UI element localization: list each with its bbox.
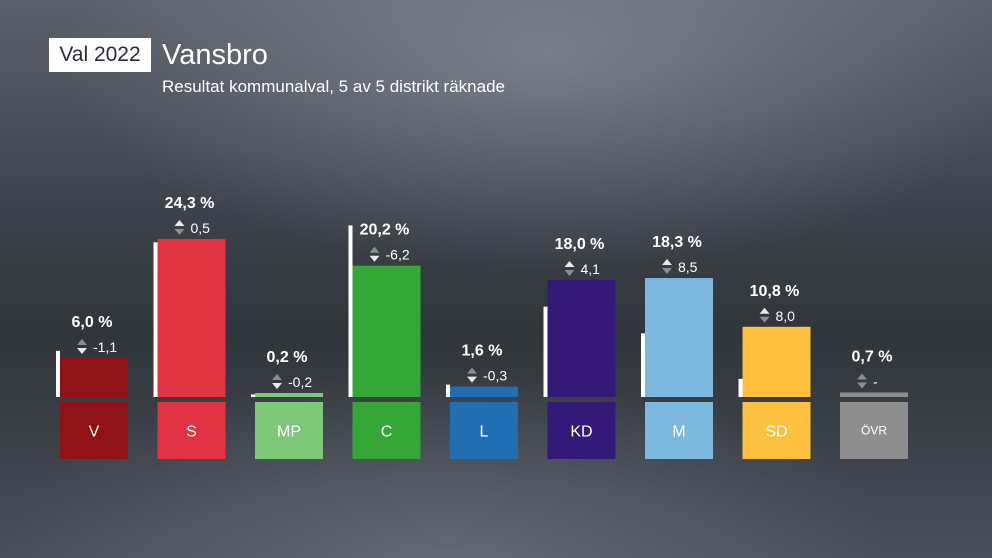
party-box-m — [645, 402, 713, 459]
change-label-m: 8,5 — [678, 259, 698, 275]
previous-bar-mp — [251, 394, 255, 397]
change-down-icon-kd — [564, 270, 575, 276]
bar-mp — [255, 393, 323, 397]
change-label-l: -0,3 — [483, 368, 507, 384]
party-label-c: C — [381, 424, 393, 441]
previous-bar-s — [153, 242, 158, 397]
party-label-v: V — [89, 424, 100, 441]
change-up-icon-c — [369, 246, 380, 253]
bar-l — [450, 386, 518, 397]
change-label-sd: 8,0 — [776, 308, 796, 324]
party-box-sd — [742, 402, 811, 459]
change-down-icon-l — [467, 376, 477, 383]
change-up-icon-ovr — [857, 373, 867, 380]
party-box-c — [352, 402, 421, 459]
value-label-v: 6,0 % — [72, 314, 113, 331]
value-label-c: 20,2 % — [360, 222, 410, 239]
page-subtitle: Resultat kommunalval, 5 av 5 distrikt rä… — [162, 77, 505, 96]
party-box-ovr — [840, 402, 908, 459]
change-up-icon-kd — [564, 261, 575, 267]
previous-bar-m — [641, 333, 645, 397]
value-label-ovr: 0,7 % — [852, 348, 893, 365]
party-label-s: S — [186, 424, 197, 441]
previous-bar-c — [348, 225, 353, 397]
change-down-icon-ovr — [857, 382, 867, 389]
election-tag: Val 2022 — [49, 38, 151, 72]
party-box-kd — [547, 402, 616, 459]
change-down-icon-c — [369, 255, 380, 262]
previous-bar-sd — [738, 378, 743, 397]
bar-m — [645, 278, 713, 397]
party-box-v — [60, 402, 128, 459]
change-down-icon-mp — [272, 383, 282, 389]
change-label-kd: 4,1 — [581, 261, 601, 277]
party-label-sd: SD — [765, 424, 787, 441]
bar-c — [352, 265, 421, 397]
change-label-c: -6,2 — [386, 247, 410, 263]
party-label-kd: KD — [570, 424, 592, 441]
value-label-sd: 10,8 % — [750, 283, 800, 300]
party-box-s — [157, 402, 226, 459]
party-label-m: M — [672, 424, 685, 441]
change-label-mp: -0,2 — [288, 374, 312, 390]
bar-ovr — [840, 392, 908, 397]
previous-bar-kd — [543, 306, 548, 397]
party-box-mp — [255, 402, 323, 459]
value-label-l: 1,6 % — [462, 343, 503, 360]
bar-v — [60, 358, 128, 397]
change-up-icon-sd — [759, 307, 770, 314]
change-up-icon-l — [467, 367, 477, 374]
bar-s — [157, 239, 226, 397]
change-up-icon-s — [174, 220, 185, 227]
change-label-s: 0,5 — [191, 220, 211, 236]
change-down-icon-sd — [759, 316, 770, 323]
party-label-mp: MP — [277, 424, 301, 441]
change-label-v: -1,1 — [93, 339, 117, 355]
value-label-kd: 18,0 % — [555, 236, 605, 253]
change-down-icon-s — [174, 229, 185, 236]
value-label-mp: 0,2 % — [267, 349, 308, 366]
change-down-icon-v — [77, 348, 87, 354]
bar-kd — [547, 280, 616, 397]
previous-bar-l — [446, 384, 450, 397]
party-label-l: L — [480, 424, 489, 441]
change-label-ovr: - — [873, 373, 878, 389]
change-up-icon-v — [77, 339, 87, 345]
value-label-s: 24,3 % — [165, 195, 215, 212]
party-label-ovr: ÖVR — [861, 424, 887, 438]
value-label-m: 18,3 % — [652, 234, 702, 251]
bar-sd — [742, 326, 811, 397]
party-box-l — [450, 402, 518, 459]
previous-bar-v — [56, 350, 60, 397]
change-up-icon-mp — [272, 374, 282, 380]
change-down-icon-m — [662, 268, 672, 275]
change-up-icon-m — [662, 259, 672, 266]
page-title: Vansbro — [162, 39, 268, 71]
